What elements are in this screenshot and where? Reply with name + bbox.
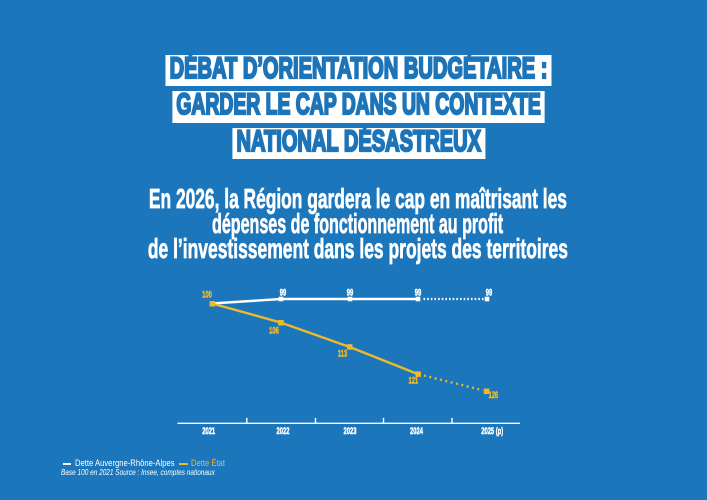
svg-text:99: 99 — [415, 288, 421, 299]
svg-text:99: 99 — [486, 288, 492, 299]
svg-text:2023: 2023 — [344, 426, 357, 437]
svg-text:2022: 2022 — [277, 426, 290, 437]
svg-text:99: 99 — [347, 288, 353, 299]
svg-text:106: 106 — [269, 326, 279, 337]
svg-text:113: 113 — [338, 348, 347, 359]
svg-text:2024: 2024 — [410, 426, 423, 437]
svg-text:126: 126 — [488, 390, 498, 401]
svg-text:100: 100 — [202, 290, 212, 301]
svg-text:99: 99 — [280, 288, 286, 299]
svg-text:2025 (p): 2025 (p) — [481, 426, 503, 437]
svg-text:2021: 2021 — [202, 426, 215, 437]
svg-text:121: 121 — [408, 375, 418, 386]
